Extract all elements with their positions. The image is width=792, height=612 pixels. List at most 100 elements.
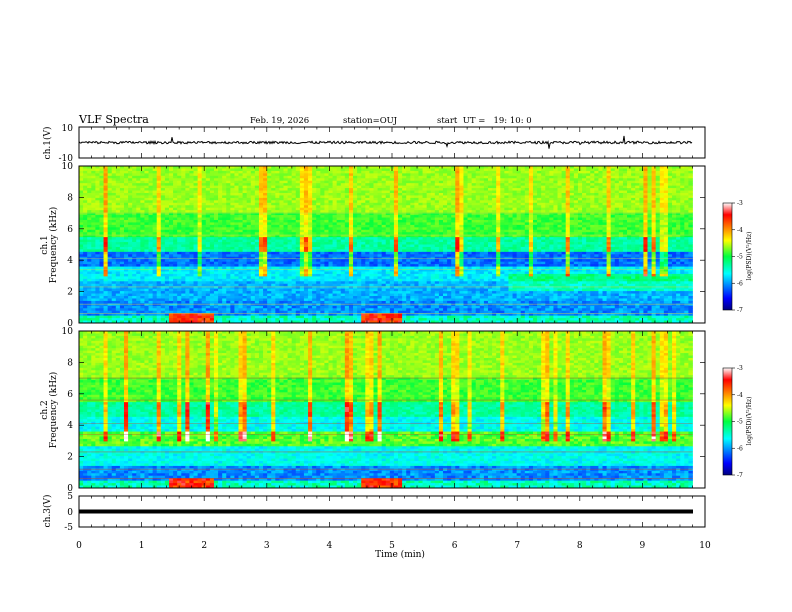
spectrogram-cell [680, 232, 684, 235]
spectrogram-cell [590, 242, 594, 245]
spectrogram-cell [423, 225, 427, 228]
spectrogram-cell [680, 178, 684, 181]
spectrogram-cell [541, 232, 545, 235]
spectrogram-cell [639, 240, 643, 243]
spectrogram-cell [496, 193, 500, 196]
spectrogram-cell [304, 183, 308, 186]
spectrogram-cell [566, 220, 570, 223]
spectrogram-cell [472, 230, 476, 233]
spectrogram-cell [349, 168, 353, 171]
spectrogram-cell [341, 227, 345, 230]
spectrogram-cell [218, 227, 222, 230]
spectrogram-cell [369, 183, 373, 186]
spectrogram-cell [144, 168, 148, 171]
spectrogram-cell [353, 168, 357, 171]
spectrogram-cell [120, 208, 124, 211]
spectrogram-cell [357, 210, 361, 213]
spectrogram-cell [537, 220, 541, 223]
spectrogram-cell [234, 222, 238, 225]
spectrogram-cell [112, 173, 116, 176]
spectrogram-cell [570, 215, 574, 218]
spectrogram-cell [566, 237, 570, 240]
spectrogram-cell [181, 227, 185, 230]
spectrogram-cell [218, 183, 222, 186]
spectrogram-cell [239, 205, 243, 208]
spectrogram-cell [181, 210, 185, 213]
spectrogram-cell [263, 215, 267, 218]
spectrogram-cell [104, 242, 108, 245]
spectrogram-cell [263, 220, 267, 223]
spectrogram-cell [210, 218, 214, 221]
spectrogram-cell [189, 191, 193, 194]
spectrogram-cell [365, 215, 369, 218]
spectrogram-cell [99, 220, 103, 223]
spectrogram-cell [144, 218, 148, 221]
spectrogram-cell [202, 176, 206, 179]
spectrogram-cell [480, 186, 484, 189]
spectrogram-cell [496, 168, 500, 171]
spectrogram-cell [149, 193, 153, 196]
spectrogram-cell [369, 245, 373, 248]
spectrogram-cell [239, 208, 243, 211]
spectrogram-cell [619, 208, 623, 211]
spectrogram-cell [108, 186, 112, 189]
spectrogram-cell [574, 178, 578, 181]
spectrogram-cell [357, 188, 361, 191]
spectrogram-cell [386, 230, 390, 233]
spectrogram-cell [296, 222, 300, 225]
spectrogram-cell [459, 176, 463, 179]
spectrogram-cell [267, 173, 271, 176]
spectrogram-cell [619, 173, 623, 176]
spectrogram-cell [95, 237, 99, 240]
spectrogram-cell [406, 245, 410, 248]
spectrogram-cell [361, 198, 365, 201]
spectrogram-cell [472, 225, 476, 228]
spectrogram-cell [386, 198, 390, 201]
spectrogram-cell [558, 242, 562, 245]
spectrogram-cell [328, 240, 332, 243]
spectrogram-cell [590, 168, 594, 171]
spectrogram-cell [684, 183, 688, 186]
spectrogram-cell [451, 232, 455, 235]
spectrogram-cell [508, 173, 512, 176]
spectrogram-cell [455, 186, 459, 189]
spectrogram-cell [324, 176, 328, 179]
spectrogram-cell [304, 178, 308, 181]
spectrogram-cell [476, 205, 480, 208]
spectrogram-cell [427, 220, 431, 223]
spectrogram-cell [169, 218, 173, 221]
spectrogram-cell [116, 215, 120, 218]
spectrogram-cell [394, 210, 398, 213]
spectrogram-cell [259, 186, 263, 189]
spectrogram-cell [91, 242, 95, 245]
spectrogram-cell [324, 245, 328, 248]
spectrogram-cell [664, 171, 668, 174]
spectrogram-cell [639, 195, 643, 198]
spectrogram-cell [116, 218, 120, 221]
spectrogram-cell [198, 218, 202, 221]
spectrogram-cell [189, 173, 193, 176]
spectrogram-cell [468, 198, 472, 201]
spectrogram-cell [153, 203, 157, 206]
spectrogram-cell [357, 225, 361, 228]
spectrogram-cell [447, 183, 451, 186]
spectrogram-cell [594, 208, 598, 211]
spectrogram-cell [267, 242, 271, 245]
spectrogram-cell [259, 171, 263, 174]
spectrogram-cell [324, 195, 328, 198]
spectrogram-cell [247, 230, 251, 233]
spectrogram-cell [108, 178, 112, 181]
spectrogram-cell [333, 218, 337, 221]
spectrogram-cell [623, 227, 627, 230]
spectrogram-cell [541, 210, 545, 213]
spectrogram-cell [153, 218, 157, 221]
spectrogram-cell [529, 178, 533, 181]
spectrogram-cell [353, 225, 357, 228]
spectrogram-cell [684, 232, 688, 235]
spectrogram-cell [136, 215, 140, 218]
spectrogram-cell [83, 168, 87, 171]
spectrogram-cell [214, 195, 218, 198]
spectrogram-cell [443, 195, 447, 198]
spectrogram-cell [533, 205, 537, 208]
spectrogram-cell [181, 186, 185, 189]
